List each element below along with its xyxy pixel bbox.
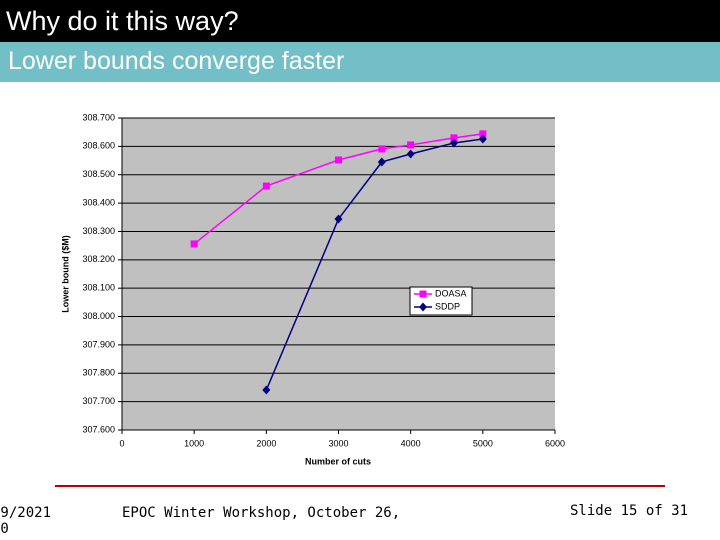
series-line [265,138,483,391]
y-tick-label: 308.400 [82,197,115,207]
marker [407,141,415,149]
marker [449,138,458,148]
footer-date: 19/2021 [0,505,52,521]
y-tick-label: 307.700 [82,396,115,406]
y-tick-label: 308.100 [82,283,115,293]
footer-event: EPOC Winter Workshop, October 26, [122,505,401,521]
x-tick-label: 6000 [545,438,565,448]
x-tick-label: 1000 [184,438,204,448]
x-tick-label: 2000 [256,438,276,448]
y-axis-title: Lower bound ($M) [60,235,70,313]
marker [335,156,342,164]
y-tick-label: 307.600 [82,424,115,434]
marker [479,130,487,138]
y-tick-label: 308.000 [82,311,115,321]
y-tick-label: 308.600 [82,141,115,151]
marker [377,157,386,167]
footer-date: 10 [0,521,9,537]
y-tick-label: 307.800 [82,368,115,378]
marker [262,182,270,190]
marker [378,145,386,153]
y-tick-label: 307.900 [82,339,115,349]
y-tick-label: 308.500 [82,169,115,179]
y-tick-label: 308.700 [82,112,115,122]
legend-label: SDDP [435,301,460,311]
y-tick-label: 308.200 [82,254,115,264]
x-tick-label: 5000 [473,438,493,448]
marker [419,290,427,298]
y-tick-label: 308.300 [82,226,115,236]
marker [419,302,427,312]
slide-subtitle: Lower bounds converge faster [0,42,720,82]
x-tick-label: 4000 [401,438,421,448]
marker [450,134,458,142]
x-tick-label: 3000 [328,438,348,448]
slide-number: Slide 15 of 31 [570,503,689,519]
plot-area [122,118,555,430]
x-axis-title: Number of cuts [305,456,371,466]
marker [262,385,271,395]
marker [334,214,343,224]
marker [190,240,198,248]
x-tick-label: 0 [119,438,124,448]
marker [478,134,487,144]
legend-box [409,286,473,316]
footer-rule [55,485,665,487]
legend-label: DOASA [435,288,467,298]
slide-title: Why do it this way? [0,0,720,42]
marker [406,149,415,159]
